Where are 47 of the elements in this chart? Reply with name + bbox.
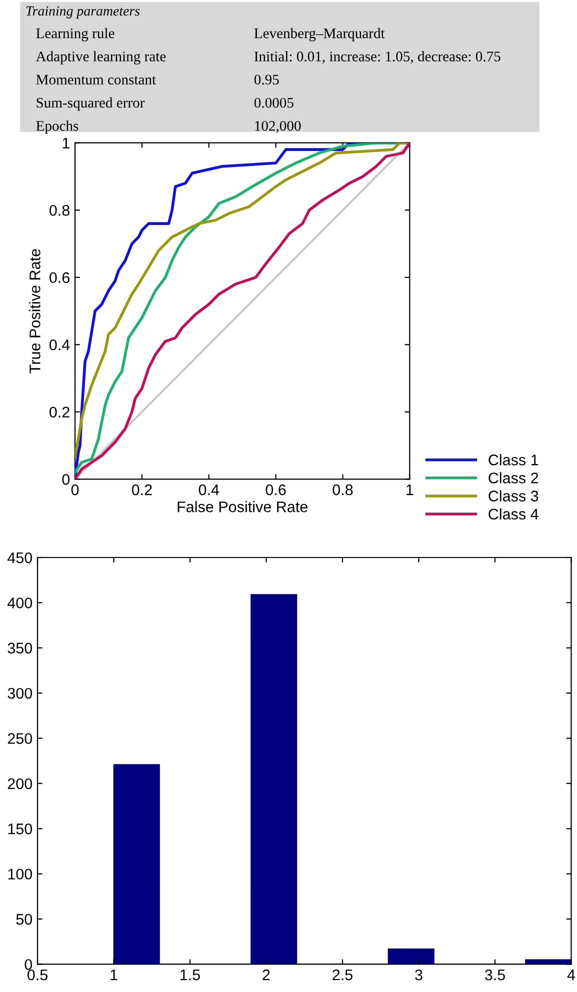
text: Momentum constant [36,74,156,85]
y-tick-label: 350 [8,642,32,654]
x-tick-label: 0.8 [332,484,353,496]
y-tick-label: 0.4 [50,339,70,350]
x-tick-label: 0 [71,484,79,496]
x-tick-label: 0.5 [27,969,48,980]
text: 0.95 [254,74,279,85]
x-tick-label: 2.5 [332,969,352,980]
text: 0.0005 [254,98,294,108]
text: Learning rule [36,28,114,42]
x-tick-label: 3.5 [484,969,505,980]
x-tick-label: 0.4 [198,484,220,496]
text: Initial: 0.01, increase: 1.05, decrease: 0.75 [254,51,500,64]
x-tick-label: 1 [406,484,414,496]
y-tick-label: 50 [16,914,32,925]
y-tick-label: 100 [8,868,32,880]
y-axis-title: True Positive Rate [29,249,40,374]
y-tick-label: 0 [62,474,70,485]
x-tick-label: 1.5 [180,970,200,980]
text: 102,000 [255,120,301,133]
y-tick-label: 150 [8,824,32,834]
x-tick-label: 2 [262,969,270,980]
y-tick-label: 300 [8,688,32,699]
x-tick-label: 4 [567,970,576,980]
x-tick-label: 0.2 [132,484,152,496]
y-tick-label: 0.2 [50,406,70,418]
y-tick-label: 450 [8,552,32,564]
y-tick-label: 1 [62,138,70,148]
legend-label: Class 2 [488,472,538,484]
y-tick-label: 200 [8,778,32,790]
y-tick-label: 0.8 [50,204,70,216]
y-tick-label: 0 [24,959,32,970]
text: Sum-squared error [36,97,145,111]
legend-label: Class 4 [488,508,538,520]
y-tick-label: 250 [8,733,32,744]
text: Adaptive learning rate [36,51,166,64]
x-axis-title: False Positive Rate [178,501,308,512]
y-tick-label: 0.6 [50,272,70,284]
x-tick-label: 1 [110,970,118,980]
text: Levenberg–Marquardt [254,28,385,42]
y-tick-label: 400 [8,598,32,608]
x-tick-label: 3 [415,969,422,980]
text: Training parameters [26,6,140,18]
x-tick-label: 0.6 [266,484,286,496]
text: Epochs [36,120,78,134]
legend-label: Class 3 [488,490,538,502]
legend-label: Class 1 [488,454,538,466]
